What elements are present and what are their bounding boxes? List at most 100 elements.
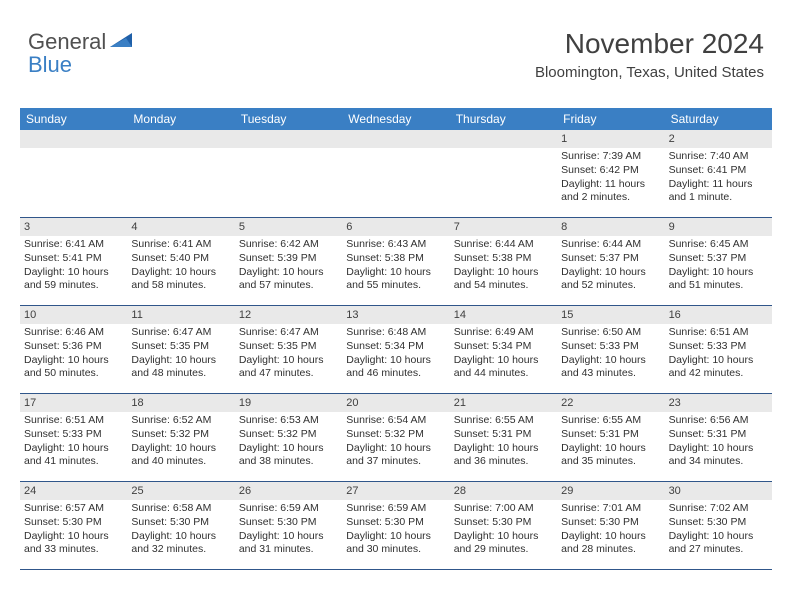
sunrise-text: Sunrise: 6:45 AM [669,238,768,252]
sunset-text: Sunset: 6:41 PM [669,164,768,178]
calendar-cell: 23 Sunrise: 6:56 AMSunset: 5:31 PMDayligh… [665,394,772,482]
sunset-text: Sunset: 5:41 PM [24,252,123,266]
day-number: 24 [20,482,127,500]
calendar-cell: 12Sunrise: 6:47 AMSunset: 5:35 PMDayligh… [235,306,342,394]
daylight-text: Daylight: 10 hours and 42 minutes. [669,354,768,381]
day-number: 18 [127,394,234,412]
calendar-cell: 25Sunrise: 6:58 AMSunset: 5:30 PMDayligh… [127,482,234,570]
sunset-text: Sunset: 5:31 PM [669,428,768,442]
daylight-text: Daylight: 10 hours and 36 minutes. [454,442,553,469]
daylight-text: Daylight: 10 hours and 48 minutes. [131,354,230,381]
calendar-cell: 10Sunrise: 6:46 AMSunset: 5:36 PMDayligh… [20,306,127,394]
sunrise-text: Sunrise: 7:00 AM [454,502,553,516]
calendar-cell: 3Sunrise: 6:41 AMSunset: 5:41 PMDaylight… [20,218,127,306]
day-number: 8 [557,218,664,236]
sunset-text: Sunset: 5:30 PM [669,516,768,530]
calendar-cell: 14Sunrise: 6:49 AMSunset: 5:34 PMDayligh… [450,306,557,394]
calendar-grid: SundayMondayTuesdayWednesdayThursdayFrid… [20,108,772,570]
calendar-cell-empty [20,130,127,218]
day-number: 2 [665,130,772,148]
sunrise-text: Sunrise: 6:44 AM [454,238,553,252]
sunset-text: Sunset: 5:30 PM [454,516,553,530]
sunset-text: Sunset: 5:30 PM [561,516,660,530]
day-number: 28 [450,482,557,500]
sunrise-text: Sunrise: 7:40 AM [669,150,768,164]
daylight-text: Daylight: 10 hours and 32 minutes. [131,530,230,557]
day-number: 23 [665,394,772,412]
day-number-empty [235,130,342,148]
calendar-cell-empty [342,130,449,218]
sunrise-text: Sunrise: 6:51 AM [24,414,123,428]
sunrise-text: Sunrise: 6:43 AM [346,238,445,252]
day-number-empty [20,130,127,148]
day-number: 6 [342,218,449,236]
day-number: 14 [450,306,557,324]
sunrise-text: Sunrise: 6:52 AM [131,414,230,428]
calendar-cell: 6Sunrise: 6:43 AMSunset: 5:38 PMDaylight… [342,218,449,306]
daylight-text: Daylight: 11 hours and 1 minute. [669,178,768,205]
daylight-text: Daylight: 10 hours and 52 minutes. [561,266,660,293]
daylight-text: Daylight: 10 hours and 43 minutes. [561,354,660,381]
daylight-text: Daylight: 10 hours and 35 minutes. [561,442,660,469]
sunrise-text: Sunrise: 6:41 AM [131,238,230,252]
calendar-cell: 2 Sunrise: 7:40 AMSunset: 6:41 PMDaylight… [665,130,772,218]
calendar-cell: 4Sunrise: 6:41 AMSunset: 5:40 PMDaylight… [127,218,234,306]
sunrise-text: Sunrise: 6:58 AM [131,502,230,516]
calendar-cell: 8 Sunrise: 6:44 AMSunset: 5:37 PMDaylight… [557,218,664,306]
day-number: 16 [665,306,772,324]
day-number: 30 [665,482,772,500]
sunrise-text: Sunrise: 6:57 AM [24,502,123,516]
sunset-text: Sunset: 5:34 PM [346,340,445,354]
daylight-text: Daylight: 10 hours and 44 minutes. [454,354,553,381]
page-header: November 2024 Bloomington, Texas, United… [535,28,764,81]
calendar-cell: 19Sunrise: 6:53 AMSunset: 5:32 PMDayligh… [235,394,342,482]
calendar-cell: 9Sunrise: 6:45 AMSunset: 5:37 PMDaylight… [665,218,772,306]
sunset-text: Sunset: 5:35 PM [239,340,338,354]
sunset-text: Sunset: 5:33 PM [24,428,123,442]
sunset-text: Sunset: 5:35 PM [131,340,230,354]
day-number: 7 [450,218,557,236]
calendar-cell-empty [235,130,342,218]
daylight-text: Daylight: 10 hours and 34 minutes. [669,442,768,469]
sunrise-text: Sunrise: 6:44 AM [561,238,660,252]
sunrise-text: Sunrise: 6:46 AM [24,326,123,340]
sunrise-text: Sunrise: 6:51 AM [669,326,768,340]
calendar-cell: 21Sunrise: 6:55 AMSunset: 5:31 PMDayligh… [450,394,557,482]
day-number: 25 [127,482,234,500]
sunset-text: Sunset: 5:38 PM [346,252,445,266]
brand-logo: General Blue [28,30,136,76]
sunset-text: Sunset: 5:32 PM [131,428,230,442]
calendar-cell: 17Sunrise: 6:51 AMSunset: 5:33 PMDayligh… [20,394,127,482]
sunrise-text: Sunrise: 6:59 AM [346,502,445,516]
sunset-text: Sunset: 5:36 PM [24,340,123,354]
day-number: 15 [557,306,664,324]
sunset-text: Sunset: 5:32 PM [239,428,338,442]
day-number: 12 [235,306,342,324]
day-header: Monday [127,108,234,130]
month-title: November 2024 [535,28,764,60]
calendar-cell: 28Sunrise: 7:00 AMSunset: 5:30 PMDayligh… [450,482,557,570]
sunrise-text: Sunrise: 6:55 AM [454,414,553,428]
sunrise-text: Sunrise: 6:56 AM [669,414,768,428]
day-header: Wednesday [342,108,449,130]
daylight-text: Daylight: 10 hours and 57 minutes. [239,266,338,293]
day-number: 19 [235,394,342,412]
location-text: Bloomington, Texas, United States [535,64,764,81]
day-number-empty [342,130,449,148]
day-header: Sunday [20,108,127,130]
day-number-empty [450,130,557,148]
calendar-cell: 24Sunrise: 6:57 AMSunset: 5:30 PMDayligh… [20,482,127,570]
calendar-cell: 11 Sunrise: 6:47 AMSunset: 5:35 PMDayligh… [127,306,234,394]
day-number: 11 [127,306,234,324]
sunrise-text: Sunrise: 6:47 AM [131,326,230,340]
sunset-text: Sunset: 5:38 PM [454,252,553,266]
sunset-text: Sunset: 5:37 PM [561,252,660,266]
sunset-text: Sunset: 5:33 PM [561,340,660,354]
daylight-text: Daylight: 10 hours and 37 minutes. [346,442,445,469]
calendar-cell: 27Sunrise: 6:59 AMSunset: 5:30 PMDayligh… [342,482,449,570]
sunset-text: Sunset: 5:30 PM [346,516,445,530]
calendar-cell-empty [450,130,557,218]
calendar-cell: 15Sunrise: 6:50 AMSunset: 5:33 PMDayligh… [557,306,664,394]
day-number: 1 [557,130,664,148]
sunrise-text: Sunrise: 6:41 AM [24,238,123,252]
